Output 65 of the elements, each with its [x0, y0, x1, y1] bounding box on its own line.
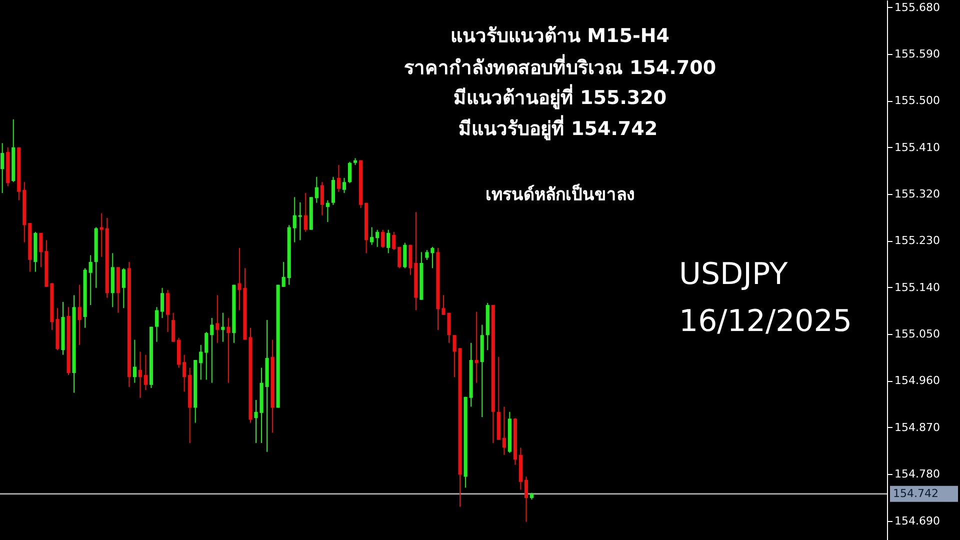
candlestick — [282, 261, 286, 288]
annotation: มีแนวรับอยู่ที่ 154.742 — [458, 115, 658, 141]
y-tick-label: 155.140 — [894, 280, 940, 294]
candlestick — [425, 250, 429, 260]
annotation: ราคากำลังทดสอบที่บริเวณ 154.700 — [404, 54, 716, 79]
candlestick — [376, 229, 380, 248]
y-tick-label: 155.590 — [894, 47, 940, 60]
candlestick — [204, 331, 208, 380]
candlestick — [210, 317, 214, 384]
candlestick — [336, 164, 341, 192]
y-tick-label: 154.690 — [894, 514, 940, 528]
ref-line-label: 154.742 — [893, 486, 938, 500]
annotation: USDJPY — [679, 257, 788, 292]
y-tick-label: 155.320 — [894, 188, 940, 201]
candlestick — [166, 289, 170, 332]
candlestick — [132, 339, 136, 384]
candlestick — [182, 354, 186, 392]
candlestick — [524, 476, 528, 522]
candlestick — [474, 311, 478, 384]
candlestick — [326, 200, 330, 223]
y-tick-label: 155.230 — [894, 234, 940, 248]
y-tick-label: 154.870 — [894, 420, 940, 434]
y-tick-label: 154.960 — [894, 374, 940, 388]
candlestick — [138, 351, 142, 398]
candlestick — [430, 246, 434, 269]
candlestick — [320, 182, 324, 216]
candlestick — [216, 294, 220, 344]
y-tick-label: 155.410 — [894, 140, 940, 154]
candlestick — [154, 306, 159, 342]
candlestick — [122, 268, 126, 309]
candlestick — [348, 161, 352, 184]
candlestick — [342, 177, 346, 194]
annotation: เทรนด์หลักเป็นขาลง — [486, 182, 634, 205]
candlestick — [0, 142, 4, 194]
candlestick — [221, 312, 225, 342]
candlestick — [314, 176, 318, 204]
candlestick — [403, 242, 407, 269]
candlestick — [172, 312, 176, 342]
candlestick — [304, 192, 308, 232]
candlestick — [370, 226, 374, 246]
candlestick — [100, 212, 104, 258]
y-tick-label: 155.680 — [894, 0, 940, 14]
text: แนวรับแนวต้าน M15-H4 — [450, 25, 670, 47]
candlestick — [502, 406, 506, 456]
y-tick-label: 154.780 — [894, 468, 940, 481]
candlestick — [226, 317, 230, 384]
candlestick — [398, 246, 402, 269]
candlestick — [88, 254, 92, 306]
candlestick — [386, 229, 390, 254]
y-tick-label: 155.500 — [894, 94, 940, 108]
annotation: 16/12/2025 — [679, 304, 852, 339]
candlestick — [199, 344, 203, 380]
annotation: มีแนวต้านอยู่ที่ 155.320 — [453, 84, 667, 110]
candlestick — [408, 244, 412, 276]
candlestick — [292, 196, 296, 243]
candlestick — [298, 202, 302, 241]
candlestick — [160, 287, 164, 318]
candlestick — [78, 284, 82, 346]
candlestick — [331, 176, 336, 206]
candlestick — [144, 354, 148, 391]
candlestick — [381, 229, 385, 248]
candlestick — [392, 231, 396, 251]
y-tick-label: 155.050 — [894, 328, 940, 341]
candlestick — [452, 334, 456, 378]
candlestick — [39, 232, 43, 268]
